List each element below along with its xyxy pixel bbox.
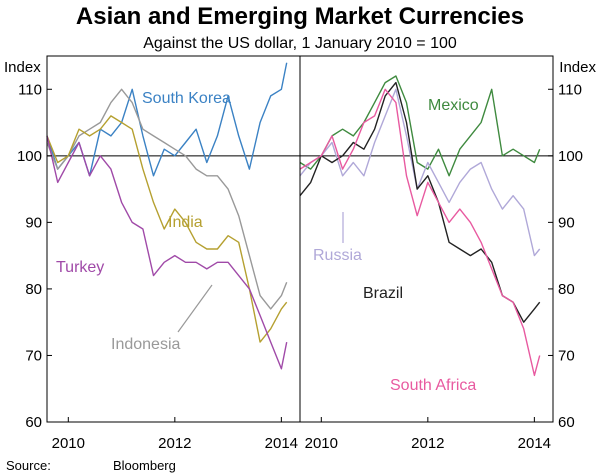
series-turkey (46, 135, 288, 370)
y-tick-label-left: 70 (25, 347, 42, 364)
x-tick-label: 2010 (305, 435, 338, 452)
panel-left (46, 62, 300, 370)
axis-ticks: 60 60 70 70 80 80 90 90 100 100 110 110 2010 2012 2014… (17, 81, 583, 452)
label-india: India (168, 214, 203, 231)
label-indonesia: Indonesia (111, 336, 180, 353)
y-tick-label-right: 100 (558, 148, 583, 165)
label-turkey: Turkey (56, 259, 104, 276)
x-tick-label: 2010 (52, 435, 85, 452)
y-tick-label-right: 90 (558, 214, 575, 231)
y-tick-label-right: 60 (558, 414, 575, 431)
panel-right (299, 75, 553, 377)
y-axis-label-left: Index (4, 59, 41, 76)
label-russia: Russia (313, 247, 362, 264)
label-south-korea: South Korea (142, 90, 231, 107)
chart-title: Asian and Emerging Market Currencies (76, 3, 524, 30)
series-russia (299, 88, 541, 257)
x-tick-label: 2012 (158, 435, 191, 452)
y-tick-label-left: 110 (18, 81, 42, 98)
x-tick-label: 2012 (411, 435, 444, 452)
series-indonesia (46, 88, 288, 310)
indonesia-pointer-line (177, 284, 213, 333)
x-tick-label: 2014 (265, 435, 298, 452)
series-mexico (299, 75, 541, 177)
series-south-korea (46, 62, 288, 177)
source-name: Bloomberg (113, 458, 176, 473)
chart-subtitle: Against the US dollar, 1 January 2010 = … (143, 35, 457, 52)
y-tick-label-right: 110 (558, 81, 582, 98)
series-south-africa (299, 88, 541, 377)
y-tick-label-left: 90 (25, 214, 42, 231)
series-india (46, 115, 288, 343)
y-tick-label-left: 60 (25, 414, 42, 431)
y-tick-label-right: 80 (558, 281, 575, 298)
label-brazil: Brazil (363, 285, 403, 302)
series-brazil (299, 81, 541, 323)
x-tick-label: 2014 (518, 435, 551, 452)
y-tick-label-left: 80 (25, 281, 42, 298)
y-axis-label-right: Index (559, 59, 596, 76)
y-tick-label-left: 100 (17, 148, 42, 165)
source-label: Source: (6, 458, 51, 473)
label-mexico: Mexico (428, 97, 479, 114)
label-south-africa: South Africa (390, 377, 476, 394)
y-tick-label-right: 70 (558, 347, 575, 364)
